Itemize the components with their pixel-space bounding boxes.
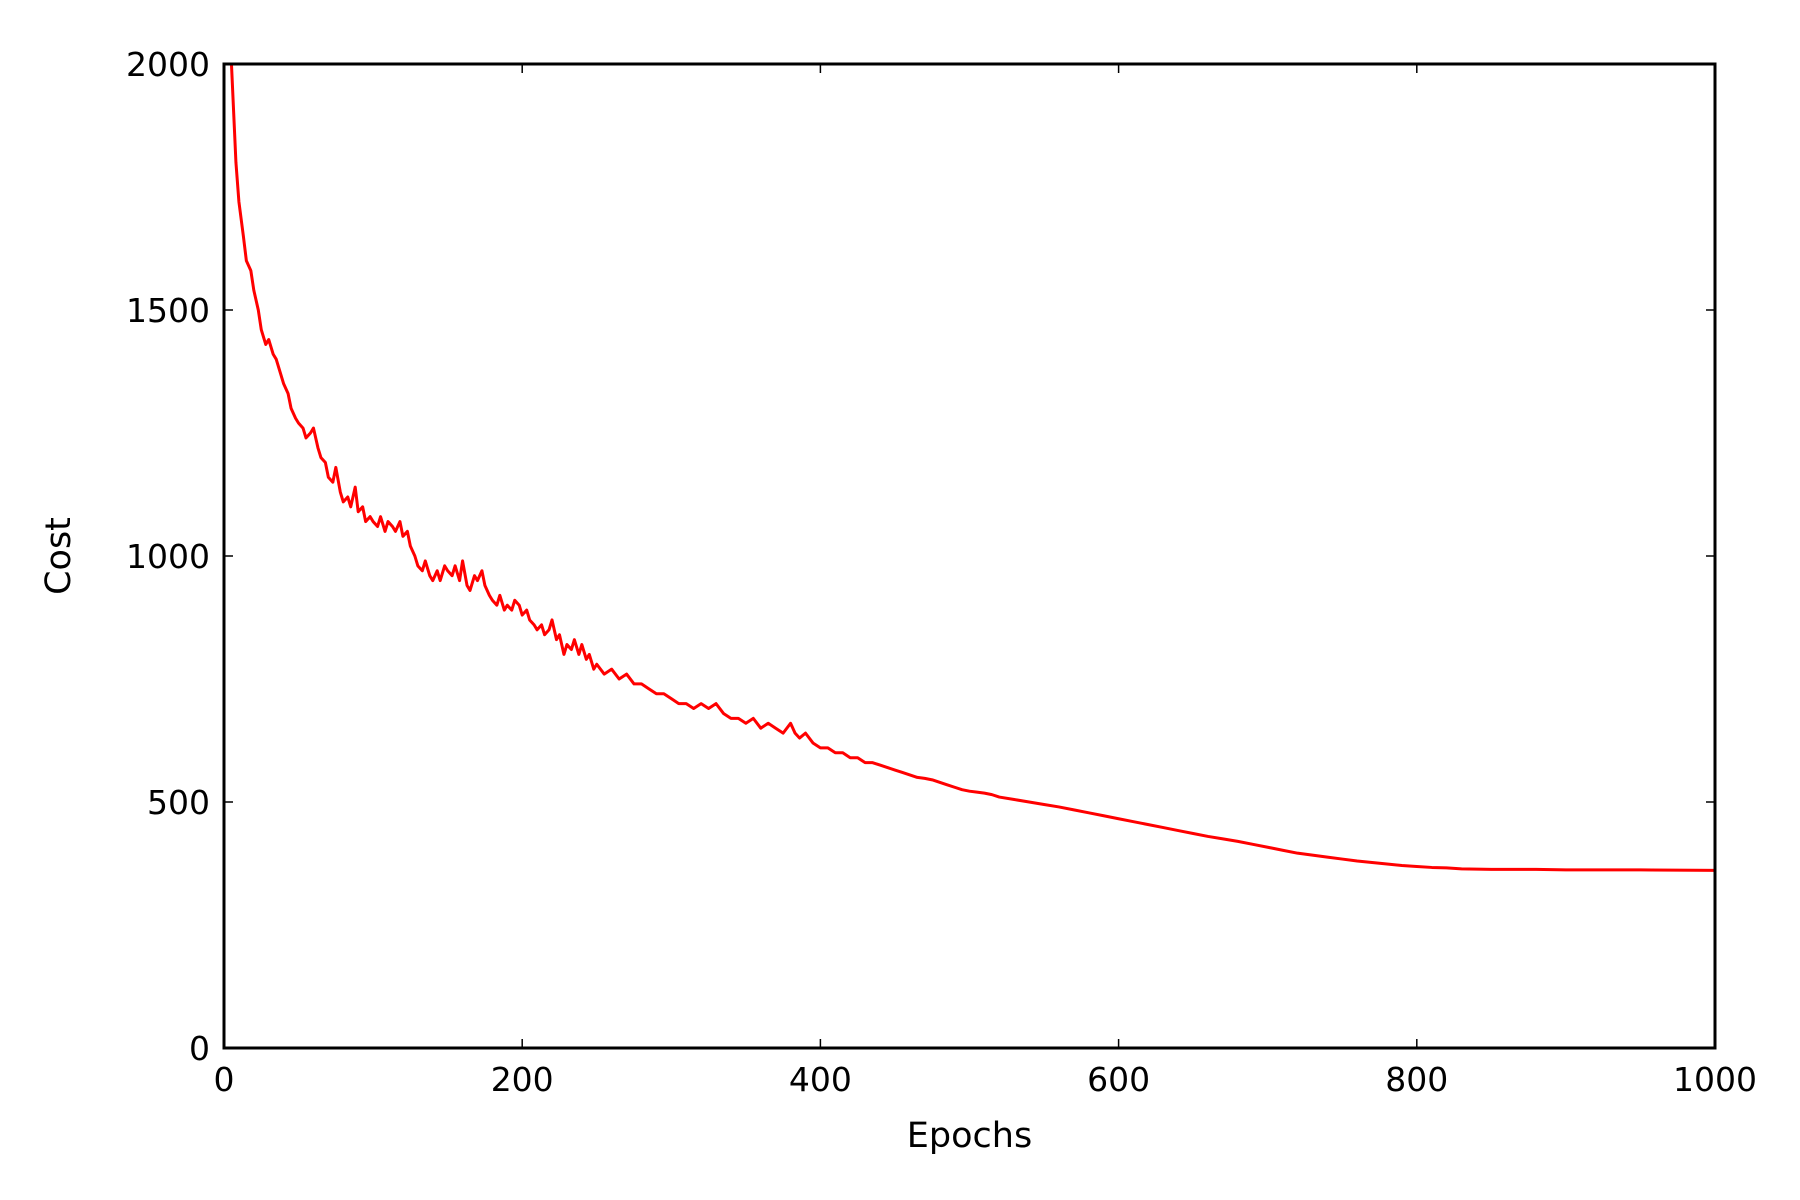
y-tick-label: 1000	[126, 537, 210, 576]
x-tick-label: 0	[214, 1060, 235, 1099]
y-axis-label: Cost	[39, 517, 79, 595]
x-tick-label: 1000	[1673, 1060, 1757, 1099]
tick-labels: 0 200 400 600 800 1000 0 500 1000 1500 2000	[126, 45, 1757, 1099]
plot-content	[229, 64, 1715, 872]
x-tick-label: 200	[491, 1060, 554, 1099]
x-tick-label: 400	[789, 1060, 852, 1099]
x-axis-label: Epochs	[907, 1116, 1032, 1156]
x-tick-label: 600	[1087, 1060, 1150, 1099]
series-line-0	[229, 64, 1715, 872]
y-tick-label: 1500	[126, 291, 210, 330]
x-tick-label: 800	[1385, 1060, 1448, 1099]
y-tick-label: 500	[147, 783, 210, 822]
axis-ticks	[223, 63, 1716, 1049]
y-tick-label: 2000	[126, 45, 210, 84]
y-tick-label: 0	[189, 1029, 210, 1068]
